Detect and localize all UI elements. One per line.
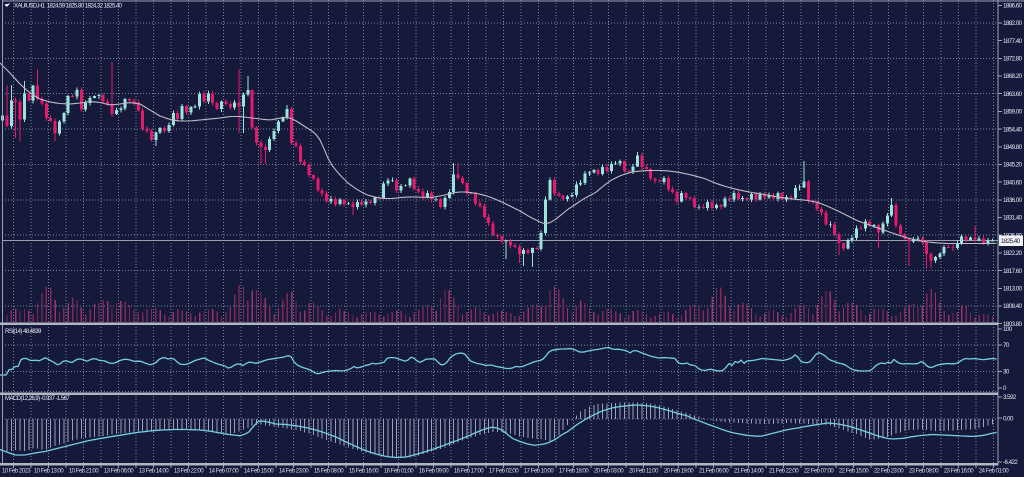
svg-text:10 Feb 13:00: 10 Feb 13:00 bbox=[34, 469, 65, 475]
svg-text:16 Feb 01:00: 16 Feb 01:00 bbox=[384, 469, 415, 475]
svg-text:1808.40: 1808.40 bbox=[1003, 303, 1023, 310]
svg-text:1817.60: 1817.60 bbox=[1003, 268, 1023, 275]
svg-text:20 Feb 11:00: 20 Feb 11:00 bbox=[629, 469, 659, 475]
svg-text:30: 30 bbox=[1003, 369, 1010, 376]
svg-text:21 Feb 06:00: 21 Feb 06:00 bbox=[699, 469, 730, 475]
svg-text:21 Feb 22:00: 21 Feb 22:00 bbox=[769, 469, 800, 475]
svg-text:1849.80: 1849.80 bbox=[1003, 144, 1023, 151]
svg-text:70: 70 bbox=[1003, 342, 1010, 349]
svg-text:14 Feb 23:00: 14 Feb 23:00 bbox=[279, 469, 310, 475]
svg-text:17 Feb 02:00: 17 Feb 02:00 bbox=[489, 469, 520, 475]
svg-text:1845.20: 1845.20 bbox=[1003, 162, 1023, 169]
svg-text:14 Feb 15:00: 14 Feb 15:00 bbox=[244, 469, 275, 475]
svg-text:1872.80: 1872.80 bbox=[1003, 56, 1023, 63]
svg-text:10 Feb 21:00: 10 Feb 21:00 bbox=[69, 469, 100, 475]
svg-text:1886.60: 1886.60 bbox=[1003, 3, 1023, 10]
svg-text:22 Feb 07:00: 22 Feb 07:00 bbox=[804, 469, 835, 475]
svg-text:16 Feb 17:00: 16 Feb 17:00 bbox=[454, 469, 485, 475]
svg-text:17 Feb 10:00: 17 Feb 10:00 bbox=[524, 469, 555, 475]
svg-text:15 Feb 16:00: 15 Feb 16:00 bbox=[349, 469, 380, 475]
svg-text:1840.60: 1840.60 bbox=[1003, 179, 1023, 186]
svg-text:XAU/USD,H1 1824.59 1825.80 18: XAU/USD,H1 1824.59 1825.80 1824.32 1825.… bbox=[14, 4, 123, 10]
svg-text:1831.40: 1831.40 bbox=[1003, 215, 1023, 222]
svg-text:13 Feb 22:00: 13 Feb 22:00 bbox=[174, 469, 205, 475]
svg-text:20 Feb 03:00: 20 Feb 03:00 bbox=[594, 469, 625, 475]
svg-text:10 Feb 2023: 10 Feb 2023 bbox=[2, 469, 31, 475]
svg-text:13 Feb 14:00: 13 Feb 14:00 bbox=[139, 469, 170, 475]
svg-text:0.00: 0.00 bbox=[1003, 415, 1014, 422]
svg-text:23 Feb 08:00: 23 Feb 08:00 bbox=[909, 469, 940, 475]
svg-text:16 Feb 09:00: 16 Feb 09:00 bbox=[419, 469, 450, 475]
svg-text:1836.00: 1836.00 bbox=[1003, 197, 1023, 204]
svg-text:1813.00: 1813.00 bbox=[1003, 286, 1023, 293]
svg-text:-6.422: -6.422 bbox=[1003, 459, 1018, 466]
svg-text:0: 0 bbox=[1003, 385, 1007, 392]
svg-text:1882.00: 1882.00 bbox=[1003, 20, 1023, 27]
svg-text:1822.20: 1822.20 bbox=[1003, 250, 1023, 257]
svg-text:23 Feb 16:00: 23 Feb 16:00 bbox=[944, 469, 975, 475]
svg-text:1863.60: 1863.60 bbox=[1003, 91, 1023, 98]
svg-text:1854.40: 1854.40 bbox=[1003, 126, 1023, 133]
svg-text:24 Feb 01:00: 24 Feb 01:00 bbox=[979, 469, 1010, 475]
svg-text:1868.20: 1868.20 bbox=[1003, 73, 1023, 80]
svg-text:15 Feb 08:00: 15 Feb 08:00 bbox=[314, 469, 345, 475]
svg-text:3.592: 3.592 bbox=[1003, 394, 1017, 401]
svg-text:14 Feb 07:00: 14 Feb 07:00 bbox=[209, 469, 240, 475]
svg-text:1803.80: 1803.80 bbox=[1003, 321, 1023, 328]
svg-text:20 Feb 19:00: 20 Feb 19:00 bbox=[664, 469, 695, 475]
svg-text:RSI(14) 48.4839: RSI(14) 48.4839 bbox=[5, 329, 42, 335]
svg-text:17 Feb 18:00: 17 Feb 18:00 bbox=[559, 469, 590, 475]
svg-text:21 Feb 14:00: 21 Feb 14:00 bbox=[734, 469, 765, 475]
svg-text:1859.00: 1859.00 bbox=[1003, 109, 1023, 116]
svg-text:1877.40: 1877.40 bbox=[1003, 38, 1023, 45]
svg-text:MACD(12,26,9) -0.937 -1.567: MACD(12,26,9) -0.937 -1.567 bbox=[5, 396, 70, 402]
svg-text:22 Feb 23:00: 22 Feb 23:00 bbox=[874, 469, 905, 475]
svg-text:13 Feb 06:00: 13 Feb 06:00 bbox=[104, 469, 135, 475]
svg-text:100: 100 bbox=[1003, 326, 1013, 333]
svg-text:1825.40: 1825.40 bbox=[1001, 238, 1021, 245]
svg-text:22 Feb 15:00: 22 Feb 15:00 bbox=[839, 469, 870, 475]
